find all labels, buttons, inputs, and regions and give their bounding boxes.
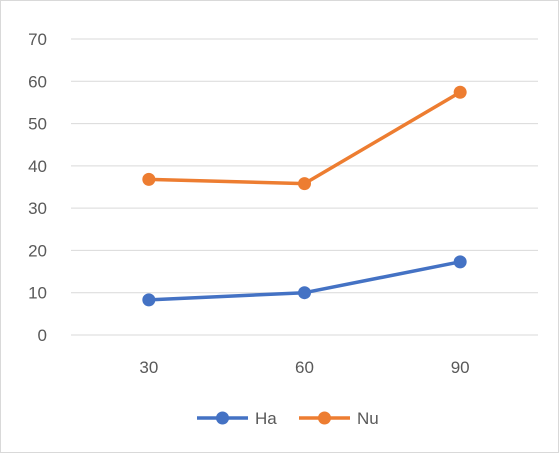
- y-tick-label: 70: [28, 30, 47, 49]
- series-ha: [142, 255, 467, 307]
- x-tick-label: 90: [451, 358, 470, 377]
- gridlines: [71, 38, 538, 336]
- y-axis-tick-labels: 0 10 20 30 40 50 60 70: [28, 30, 47, 345]
- data-point-nu: [142, 172, 156, 186]
- y-tick-label: 60: [28, 72, 47, 91]
- legend-marker: [216, 411, 229, 425]
- y-tick-label: 30: [28, 199, 47, 218]
- series-nu: [142, 85, 467, 191]
- y-tick-label: 40: [28, 157, 47, 176]
- y-tick-label: 0: [38, 326, 47, 345]
- x-axis-tick-labels: 30 60 90: [139, 358, 469, 377]
- series-lines: [142, 85, 467, 307]
- series-line-nu: [147, 90, 462, 186]
- x-tick-label: 60: [295, 358, 314, 377]
- x-tick-label: 30: [139, 358, 158, 377]
- data-point-ha: [453, 255, 467, 269]
- legend-marker: [318, 411, 331, 425]
- data-point-nu: [298, 177, 311, 191]
- y-tick-label: 50: [28, 115, 47, 134]
- legend-item-ha: Ha: [197, 409, 277, 428]
- data-point-ha: [142, 293, 156, 307]
- legend-label: Nu: [357, 409, 379, 428]
- legend-label: Ha: [255, 409, 277, 428]
- y-tick-label: 10: [28, 284, 47, 303]
- y-tick-label: 20: [28, 241, 47, 260]
- legend-item-nu: Nu: [299, 409, 379, 428]
- data-point-nu: [453, 85, 467, 99]
- data-point-ha: [298, 286, 311, 300]
- legend: Ha Nu: [197, 409, 379, 428]
